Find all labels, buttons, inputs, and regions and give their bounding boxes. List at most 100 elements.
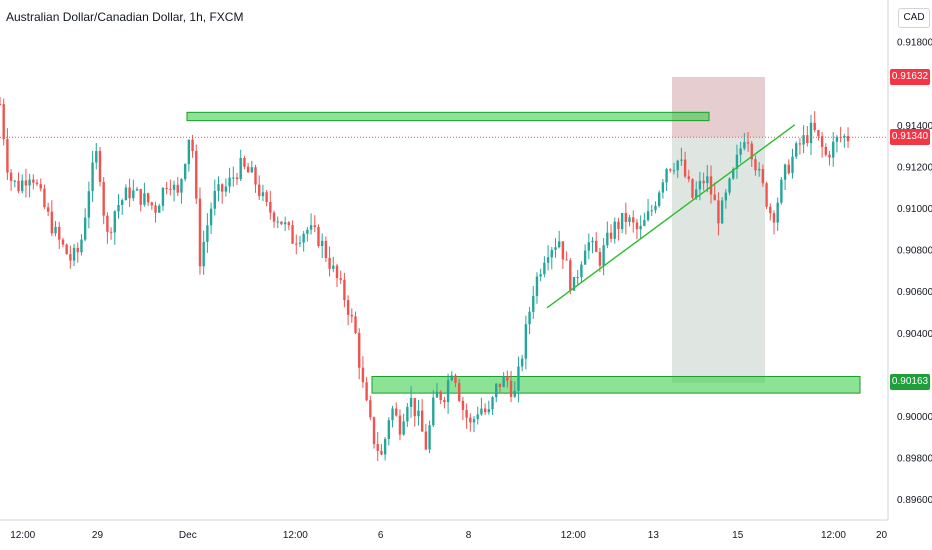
candle-body xyxy=(158,205,161,213)
candle-body xyxy=(409,398,413,407)
candle-body xyxy=(483,408,487,413)
candle-body xyxy=(680,159,683,161)
candle-body xyxy=(276,221,279,223)
candle-body xyxy=(639,225,642,230)
candle-body xyxy=(557,241,561,248)
x-tick-label: 29 xyxy=(92,530,104,541)
candle-body xyxy=(87,191,91,218)
x-tick-label: 8 xyxy=(466,530,472,541)
candle-body xyxy=(620,213,624,230)
candle-body xyxy=(361,367,365,383)
candle-body xyxy=(335,265,339,279)
candle-body xyxy=(165,188,168,190)
candle-body xyxy=(109,231,113,233)
currency-label[interactable]: CAD xyxy=(898,8,930,28)
candle-body xyxy=(95,151,98,163)
candle-body xyxy=(239,157,242,180)
candle-body xyxy=(383,438,387,455)
candle-body xyxy=(217,184,220,191)
candle-body xyxy=(169,188,172,190)
candle-body xyxy=(632,217,635,223)
candle-body xyxy=(654,205,657,211)
candle-body xyxy=(502,376,505,387)
candle-body xyxy=(21,180,24,192)
candle-body xyxy=(824,146,828,155)
x-tick-label: 20 xyxy=(876,530,888,541)
candle-body xyxy=(224,186,228,192)
candle-body xyxy=(506,376,509,381)
candle-body xyxy=(513,390,516,397)
x-tick-label: 12:00 xyxy=(283,530,308,541)
candle-body xyxy=(709,176,713,195)
candle-body xyxy=(69,254,72,261)
candle-body xyxy=(458,382,461,401)
y-tick-label: 0.91400 xyxy=(897,121,932,132)
candle-body xyxy=(102,181,105,216)
candle-body xyxy=(706,176,709,184)
y-tick-label: 0.89800 xyxy=(897,454,932,465)
candle-body xyxy=(817,130,820,137)
candle-body xyxy=(24,180,28,186)
candle-body xyxy=(743,142,746,149)
candle-body xyxy=(191,139,194,152)
candle-body xyxy=(535,276,539,296)
candle-body xyxy=(498,383,502,387)
candle-body xyxy=(395,408,398,416)
candle-body xyxy=(439,391,442,400)
candle-body xyxy=(417,410,420,417)
y-tick-label: 0.89600 xyxy=(897,495,932,506)
candle-body xyxy=(757,169,761,171)
candle-body xyxy=(846,136,850,142)
candle-body xyxy=(76,247,79,253)
candle-body xyxy=(132,190,135,199)
annotations-layer xyxy=(0,124,888,309)
candle-body xyxy=(569,260,572,291)
take-profit-zone xyxy=(672,137,765,383)
candle-body xyxy=(580,264,583,278)
candle-body xyxy=(202,241,205,267)
candle-body xyxy=(339,278,342,280)
candle-body xyxy=(324,240,328,258)
candle-body xyxy=(698,180,702,190)
candle-body xyxy=(32,179,35,183)
candle-body xyxy=(143,193,146,205)
candle-body xyxy=(6,139,9,173)
candle-body xyxy=(146,193,150,203)
candle-body xyxy=(306,229,309,234)
candle-body xyxy=(83,217,87,240)
x-tick-label: 13 xyxy=(648,530,660,541)
x-tick-label: 12:00 xyxy=(10,530,35,541)
candle-body xyxy=(2,104,5,140)
candle-body xyxy=(150,202,154,206)
price-tag: 0.91340 xyxy=(890,129,930,146)
candle-body xyxy=(532,295,535,312)
candle-body xyxy=(602,245,605,266)
candle-body xyxy=(291,225,294,244)
candle-body xyxy=(380,450,383,455)
candle-body xyxy=(309,225,313,230)
candle-body xyxy=(72,247,76,261)
y-tick-label: 0.90800 xyxy=(897,246,932,257)
candle-body xyxy=(213,190,216,209)
y-tick-label: 0.90000 xyxy=(897,412,932,423)
candle-body xyxy=(772,213,776,223)
candle-body xyxy=(183,164,187,180)
x-tick-label: 6 xyxy=(378,530,384,541)
candle-body xyxy=(765,183,768,207)
candle-body xyxy=(450,375,453,381)
candle-body xyxy=(735,154,739,169)
candle-body xyxy=(676,160,679,171)
candle-body xyxy=(65,244,68,255)
candle-body xyxy=(232,177,235,179)
candle-body xyxy=(283,222,287,225)
candle-body xyxy=(332,265,335,269)
candle-body xyxy=(387,420,391,439)
candle-body xyxy=(235,177,239,180)
candle-body xyxy=(265,192,268,202)
candle-body xyxy=(287,222,291,226)
candle-body xyxy=(613,221,616,239)
candle-body xyxy=(443,399,446,403)
candle-body xyxy=(365,382,368,401)
candle-body xyxy=(561,241,565,260)
